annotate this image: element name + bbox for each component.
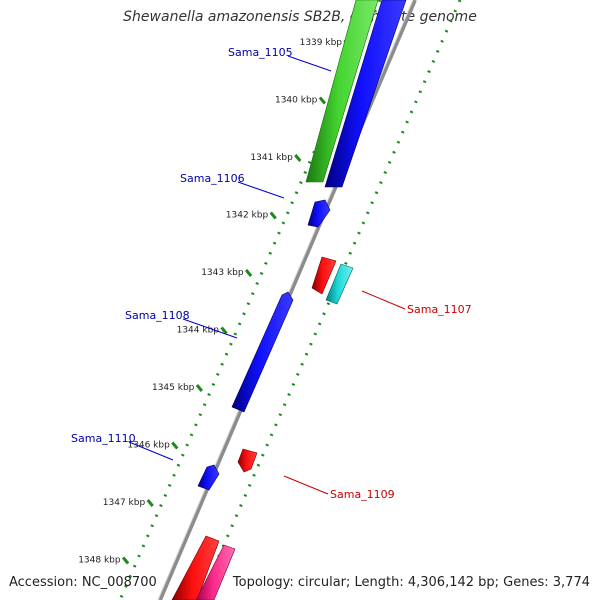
leader-sama-1105 xyxy=(287,55,332,72)
gene-sama-1108[interactable] xyxy=(231,291,294,413)
rrna-feature-green[interactable] xyxy=(305,0,379,183)
gene-sama-1110[interactable] xyxy=(197,464,220,491)
leader-sama-1110 xyxy=(128,441,174,461)
leader-sama-1106 xyxy=(237,181,285,199)
trna-feature-cyan[interactable] xyxy=(325,263,354,305)
gene-sama-1109[interactable] xyxy=(237,448,258,473)
tick-mark xyxy=(318,96,327,105)
misc-feature-pink[interactable] xyxy=(195,544,236,600)
gene-sama-1105[interactable] xyxy=(324,0,407,188)
leader-sama-1109 xyxy=(283,475,329,495)
tick-group: 1339 kbp 1340 kbp 1341 kbp 1342 kbp 1343 kbp… xyxy=(78,38,351,566)
label-sama-1110[interactable]: Sama_1110 xyxy=(71,432,136,445)
tick-label: 1346 kbp xyxy=(127,441,170,451)
gene-sama-1106[interactable] xyxy=(307,199,331,228)
tick-mark xyxy=(244,269,253,277)
tick-label: 1339 kbp xyxy=(300,38,343,48)
tick-label: 1344 kbp xyxy=(177,326,220,336)
tick-label: 1348 kbp xyxy=(78,556,121,566)
label-sama-1108[interactable]: Sama_1108 xyxy=(125,309,190,322)
tick-label: 1347 kbp xyxy=(103,498,146,508)
label-sama-1107[interactable]: Sama_1107 xyxy=(407,303,472,316)
tick-label: 1341 kbp xyxy=(250,153,293,163)
tick-mark xyxy=(121,556,130,565)
tick-label: 1340 kbp xyxy=(275,96,318,106)
label-sama-1109[interactable]: Sama_1109 xyxy=(330,488,395,501)
label-sama-1105[interactable]: Sama_1105 xyxy=(228,46,293,59)
tick-mark xyxy=(220,326,228,335)
leader-sama-1108 xyxy=(182,318,238,339)
tick-mark xyxy=(294,154,302,162)
tick-mark xyxy=(269,211,277,220)
accession-text: Accession: NC_008700 xyxy=(9,575,157,590)
tick-mark xyxy=(146,499,154,507)
gene-red-bottom[interactable] xyxy=(171,535,220,600)
tick-label: 1343 kbp xyxy=(201,268,244,278)
tick-label: 1345 kbp xyxy=(152,383,195,393)
leader-sama-1107 xyxy=(361,290,406,310)
tick-label: 1342 kbp xyxy=(226,211,269,221)
gene-sama-1107[interactable] xyxy=(311,256,337,295)
tick-mark xyxy=(195,384,204,392)
topology-text: Topology: circular; Length: 4,306,142 bp… xyxy=(232,575,590,590)
tick-mark xyxy=(171,441,179,450)
label-sama-1106[interactable]: Sama_1106 xyxy=(180,172,245,185)
